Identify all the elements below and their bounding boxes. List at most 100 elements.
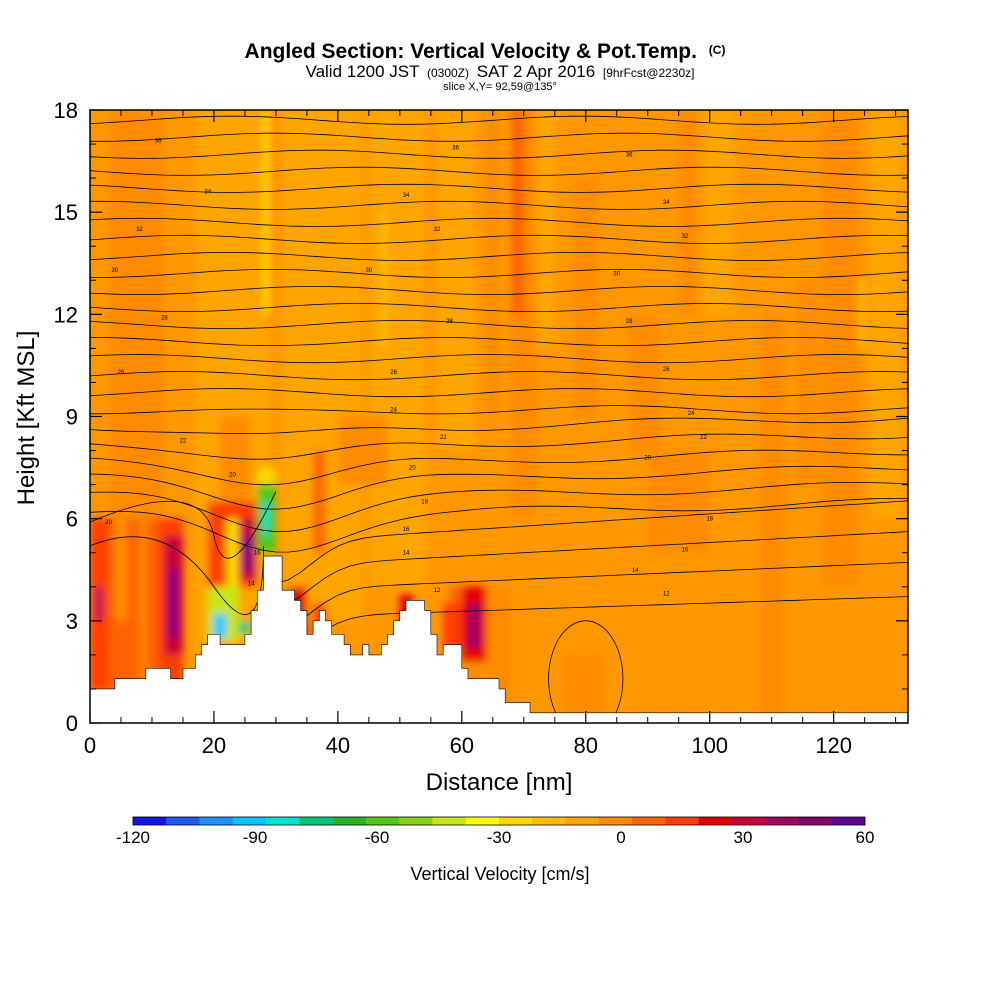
contour-label: 12	[663, 592, 670, 598]
contour-label: 36	[626, 152, 633, 158]
y-tick-label: 0	[66, 711, 78, 736]
contour-label: 34	[403, 193, 410, 199]
theta-contour	[90, 149, 908, 159]
contour-label: 26	[663, 367, 670, 373]
velocity-cell	[263, 501, 270, 536]
contour-label: 18	[706, 517, 713, 523]
contour-label: 14	[632, 568, 639, 574]
colorbar	[132, 816, 866, 826]
contour-label: 26	[118, 370, 125, 376]
velocity-cell	[703, 110, 735, 315]
contour-label: 22	[180, 438, 187, 444]
theta-contour	[90, 268, 908, 279]
colorbar-title: Vertical Velocity [cm/s]	[410, 864, 589, 884]
contour-label: 22	[440, 435, 447, 441]
contour-labels: 36 36 36 34 34 34 32 32 32 30 30 30 28 28 28 26 26 26 24 24…	[105, 139, 713, 598]
theta-contour	[90, 497, 908, 553]
colorbar-swatch	[632, 817, 666, 825]
theta-contour	[90, 405, 908, 415]
theta-contour	[90, 234, 908, 244]
velocity-cell	[511, 110, 524, 315]
vertical-velocity-field	[90, 110, 902, 723]
colorbar-swatch	[133, 817, 167, 825]
colorbar-tick-label: -90	[243, 828, 268, 847]
velocity-cell	[263, 110, 270, 315]
colorbar-tick-label: -60	[365, 828, 390, 847]
theta-contour	[90, 337, 908, 347]
colorbar-swatch	[465, 817, 500, 825]
theta-contour	[90, 465, 908, 510]
colorbar-swatch	[765, 817, 799, 825]
colorbar-swatch	[731, 817, 766, 825]
y-tick-label: 3	[66, 609, 78, 634]
theta-contour	[90, 285, 908, 296]
x-tick-label: 120	[815, 733, 852, 758]
theta-contour	[548, 620, 624, 723]
contour-label: 30	[366, 268, 373, 274]
chart-subtitle: Valid 1200 JST (0300Z) SAT 2 Apr 2016 [9…	[306, 62, 695, 81]
velocity-cell	[858, 280, 865, 349]
colorbar-tick-label: 60	[856, 828, 875, 847]
theta-contour	[90, 200, 908, 210]
theta-contour	[275, 531, 908, 608]
velocity-cell	[244, 535, 252, 570]
velocity-cell	[560, 654, 605, 723]
x-tick-label: 100	[691, 733, 728, 758]
contour-label: 20	[409, 466, 416, 472]
theta-contour	[90, 99, 908, 107]
contour-label: 32	[682, 234, 689, 240]
y-tick-label: 6	[66, 507, 78, 532]
velocity-cell	[213, 614, 227, 638]
contour-label: 30	[613, 271, 620, 277]
velocity-cell	[647, 450, 710, 553]
contour-label: 34	[204, 190, 211, 196]
velocity-cell	[238, 620, 252, 635]
y-tick-label: 9	[66, 405, 78, 430]
contour-label: 20	[229, 472, 236, 478]
contour-label: 28	[626, 319, 633, 325]
velocity-cell	[368, 110, 425, 587]
colorbar-swatch	[432, 817, 467, 825]
y-axis-title: Height [Kft MSL]	[13, 331, 40, 506]
theta-contour	[90, 481, 908, 533]
theta-contour	[275, 562, 908, 632]
chart-title-units: (C)	[709, 43, 726, 57]
contour-label: 14	[248, 581, 255, 587]
colorbar-swatch	[565, 817, 600, 825]
colorbar-tick-label: -30	[487, 828, 512, 847]
velocity-cell	[96, 586, 103, 621]
velocity-cell	[468, 603, 481, 649]
velocity-cell	[486, 110, 499, 417]
velocity-cell	[629, 314, 661, 451]
subtitle-fcst: [9hrFcst@2230z]	[603, 66, 695, 80]
colorbar-frame	[132, 816, 866, 826]
contour-label: 28	[161, 316, 168, 322]
colorbar-tick-label: -120	[116, 828, 150, 847]
terrain	[90, 555, 908, 723]
subtitle-date: SAT 2 Apr 2016	[477, 62, 595, 81]
colorbar-swatch	[166, 817, 200, 825]
theta-contour	[90, 115, 908, 125]
colorbar-swatch	[598, 817, 633, 825]
contour-label: 30	[111, 268, 118, 274]
colorbar-swatch	[232, 817, 267, 825]
velocity-cell	[573, 178, 599, 417]
theta-contour	[275, 596, 908, 659]
colorbar-tick-label: 0	[616, 828, 625, 847]
contour-label: 20	[105, 520, 112, 526]
velocity-cell	[437, 110, 475, 451]
colorbar-swatch	[399, 817, 433, 825]
colorbar-ticks: -120 -90 -60 -30 0 30 60	[116, 828, 874, 847]
colorbar-swatch	[332, 817, 367, 825]
y-tick-label: 15	[54, 200, 78, 225]
contour-label: 32	[136, 227, 143, 233]
colorbar-swatch	[532, 817, 566, 825]
contour-label: 36	[155, 139, 162, 145]
velocity-cell	[170, 569, 177, 638]
potential-temperature-contours	[90, 99, 908, 723]
chart-title-main: Angled Section: Vertical Velocity & Pot.…	[245, 40, 697, 63]
theta-contour	[90, 388, 908, 398]
subtitle-valid: Valid 1200 JST	[306, 62, 420, 81]
